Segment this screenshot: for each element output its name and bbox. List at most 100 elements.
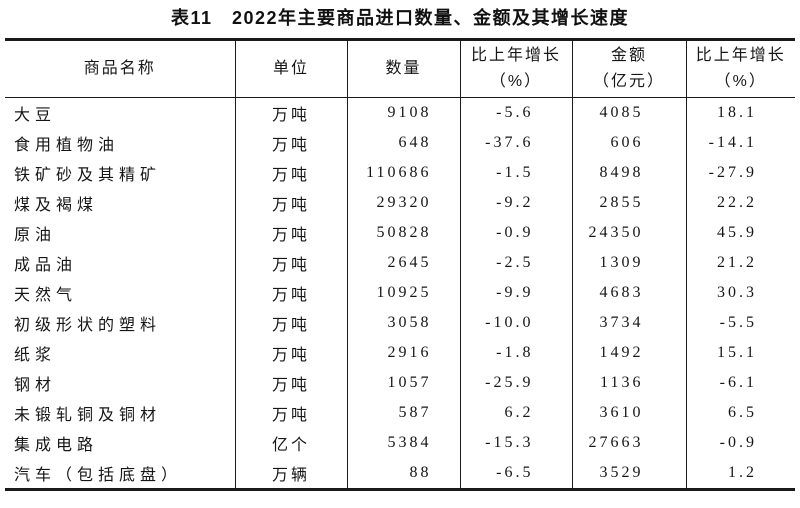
quantity-cell: 5384 [347,428,461,458]
unit-cell: 万吨 [235,398,348,428]
quantity-cell: 587 [347,398,461,428]
amount-cell: 24350 [572,218,687,248]
unit-cell: 万吨 [235,158,348,188]
table-row: 未锻轧铜及铜材 万吨 587 6.2 3610 6.5 [5,398,795,428]
header-line: 数量 [385,60,422,77]
quantity-cell: 648 [347,128,461,158]
unit-cell: 万吨 [235,308,348,338]
table-row: 汽车（包括底盘） 万辆 88 -6.5 3529 1.2 [5,458,795,490]
table-row: 初级形状的塑料 万吨 3058 -10.0 3734 -5.5 [5,308,795,338]
quantity-cell: 3058 [347,308,461,338]
amount-cell: 4085 [572,97,687,128]
header-row: 商品名称 单位 数量 比上年增长 （%） 金额 （亿元） [5,39,795,98]
header-line: 商品名称 [83,60,156,77]
commodity-name-cell: 未锻轧铜及铜材 [5,398,236,428]
table-row: 铁矿砂及其精矿 万吨 110686 -1.5 8498 -27.9 [5,158,795,188]
amount-growth-cell: 30.3 [717,284,757,301]
quantity-cell: 29320 [347,188,461,218]
header-line: （%） [489,73,543,90]
table-row: 纸浆 万吨 2916 -1.8 1492 15.1 [5,338,795,368]
unit-cell: 万吨 [235,128,348,158]
quantity-cell: 1057 [347,368,461,398]
amount-cell: 8498 [572,158,687,188]
amount-cell: 1309 [572,248,687,278]
quantity-growth-cell: -9.9 [460,278,573,308]
commodity-name-cell: 汽车（包括底盘） [5,458,236,490]
quantity-cell: 2645 [347,248,461,278]
quantity-growth-cell: 6.2 [460,398,573,428]
amount-growth-cell: 45.9 [717,224,757,241]
commodity-name-cell: 初级形状的塑料 [5,308,236,338]
unit-cell: 亿个 [235,428,348,458]
quantity-growth-cell: -9.2 [460,188,573,218]
amount-growth-cell: -6.1 [719,374,757,391]
quantity-growth-cell: -37.6 [460,128,573,158]
quantity-cell: 2916 [347,338,461,368]
amount-cell: 3529 [572,458,687,490]
amount-growth-cell: 15.1 [717,344,757,361]
header-amount-growth: 比上年增长 （%） [686,39,795,98]
header-commodity-name: 商品名称 [5,39,236,98]
table-row: 大豆 万吨 9108 -5.6 4085 18.1 [5,97,795,128]
table-title: 表11 2022年主要商品进口数量、金额及其增长速度 [170,8,630,28]
header-line: （%） [714,73,767,90]
amount-growth-cell: 18.1 [717,104,757,121]
header-quantity: 数量 [347,39,461,98]
quantity-growth-cell: -2.5 [460,248,573,278]
amount-growth-cell: 1.2 [728,464,757,481]
amount-cell: 2855 [572,188,687,218]
amount-growth-cell: -5.5 [719,314,757,331]
table-row: 集成电路 亿个 5384 -15.3 27663 -0.9 [5,428,795,458]
unit-cell: 万吨 [235,278,348,308]
header-quantity-growth: 比上年增长 （%） [460,39,573,98]
amount-growth-cell: 21.2 [717,254,757,271]
amount-cell: 3610 [572,398,687,428]
quantity-growth-cell: -1.5 [460,158,573,188]
quantity-growth-cell: -1.8 [460,338,573,368]
quantity-growth-cell: -10.0 [460,308,573,338]
amount-growth-cell: -27.9 [708,164,757,181]
amount-cell: 3734 [572,308,687,338]
header-line: 比上年增长 [470,47,561,64]
header-unit: 单位 [235,39,348,98]
header-amount: 金额 （亿元） [572,39,687,98]
amount-cell: 1492 [572,338,687,368]
commodity-name-cell: 天然气 [5,278,236,308]
amount-growth-cell: -14.1 [708,134,757,151]
commodity-name-cell: 纸浆 [5,338,236,368]
quantity-cell: 88 [347,458,461,490]
header-line: 比上年增长 [695,47,786,64]
unit-cell: 万吨 [235,97,348,128]
unit-cell: 万吨 [235,368,348,398]
unit-cell: 万辆 [235,458,348,490]
commodity-name-cell: 集成电路 [5,428,236,458]
table-row: 食用植物油 万吨 648 -37.6 606 -14.1 [5,128,795,158]
table-row: 钢材 万吨 1057 -25.9 1136 -6.1 [5,368,795,398]
quantity-growth-cell: -5.6 [460,97,573,128]
amount-growth-cell: 22.2 [717,194,757,211]
commodity-name-cell: 食用植物油 [5,128,236,158]
table-row: 成品油 万吨 2645 -2.5 1309 21.2 [5,248,795,278]
unit-cell: 万吨 [235,338,348,368]
header-line: 金额 [610,47,647,64]
quantity-growth-cell: -0.9 [460,218,573,248]
table-row: 煤及褐煤 万吨 29320 -9.2 2855 22.2 [5,188,795,218]
header-line: 单位 [272,60,309,77]
table-row: 原油 万吨 50828 -0.9 24350 45.9 [5,218,795,248]
commodity-name-cell: 钢材 [5,368,236,398]
table-row: 天然气 万吨 10925 -9.9 4683 30.3 [5,278,795,308]
quantity-growth-cell: -6.5 [460,458,573,490]
commodity-name-cell: 大豆 [5,97,236,128]
amount-cell: 606 [572,128,687,158]
unit-cell: 万吨 [235,188,348,218]
header-line: （亿元） [592,73,665,90]
quantity-cell: 9108 [347,97,461,128]
unit-cell: 万吨 [235,218,348,248]
amount-cell: 27663 [572,428,687,458]
amount-cell: 4683 [572,278,687,308]
commodity-name-cell: 煤及褐煤 [5,188,236,218]
imports-table: 商品名称 单位 数量 比上年增长 （%） 金额 （亿元） [5,38,795,491]
commodity-name-cell: 铁矿砂及其精矿 [5,158,236,188]
amount-cell: 1136 [572,368,687,398]
